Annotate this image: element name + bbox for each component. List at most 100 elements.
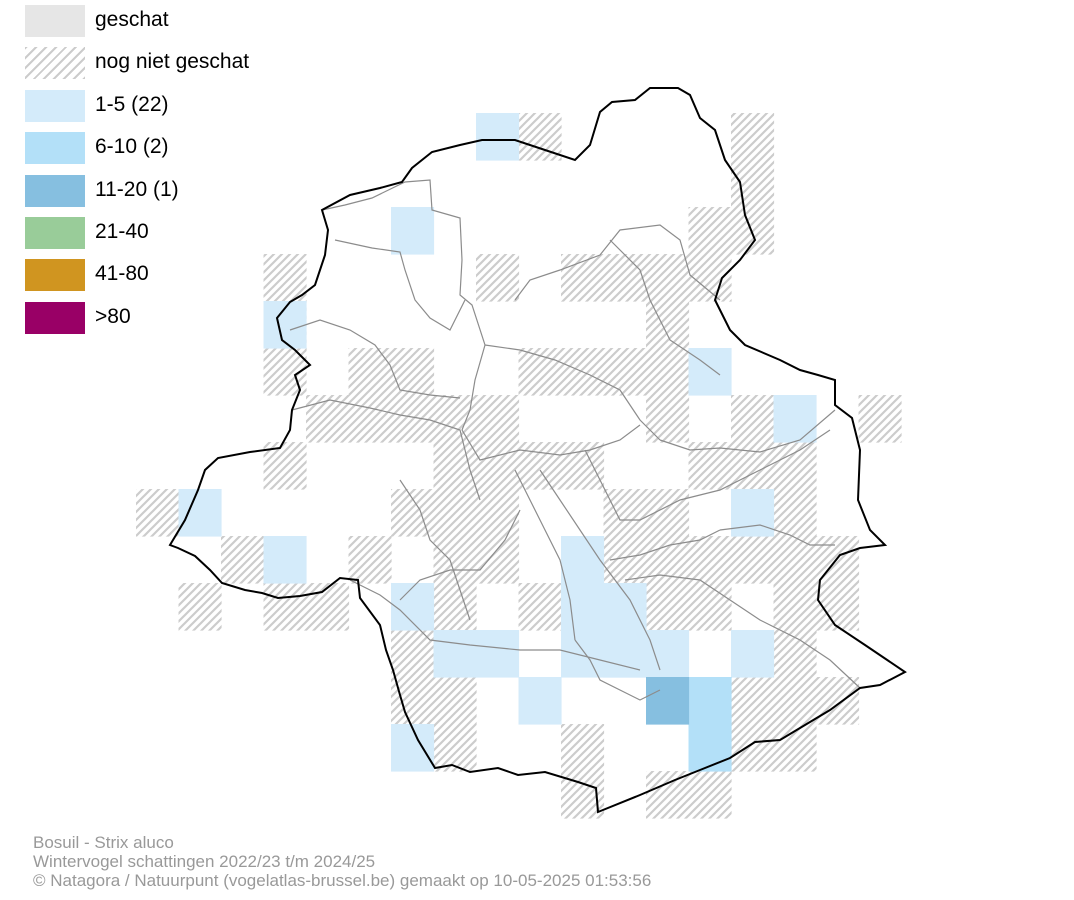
not-yet-estimated-square [603, 536, 647, 584]
not-yet-estimated-square [773, 677, 817, 725]
legend-swatch [25, 89, 85, 122]
not-yet-estimated-square [476, 489, 520, 537]
not-yet-estimated-square [433, 583, 477, 631]
municipality-border [349, 579, 641, 671]
not-yet-estimated-square [731, 207, 775, 255]
municipality-border [584, 429, 831, 521]
not-yet-estimated-square [433, 489, 477, 537]
not-yet-estimated-square [773, 489, 817, 537]
square-1-5 [561, 630, 605, 678]
square-1-5 [731, 489, 775, 537]
not-yet-estimated-square [603, 489, 647, 537]
square-1-5 [263, 536, 307, 584]
square-11-20 [646, 677, 690, 725]
not-yet-estimated-square [391, 395, 435, 443]
square-1-5 [688, 348, 732, 396]
legend-swatch [25, 301, 85, 334]
municipality-border [291, 399, 481, 501]
legend-label: 1-5 (22) [95, 92, 169, 116]
not-yet-estimated-square [391, 630, 435, 678]
not-yet-estimated-square [646, 348, 690, 396]
legend-label: >80 [95, 304, 131, 328]
caption-species: Bosuil - Strix aluco [33, 833, 174, 852]
not-yet-estimated-square [688, 254, 732, 302]
not-yet-estimated-square [476, 442, 520, 490]
not-yet-estimated-square [603, 348, 647, 396]
not-yet-estimated-square [433, 677, 477, 725]
not-yet-estimated-square [773, 583, 817, 631]
municipality-border [399, 509, 521, 601]
legend-swatch [25, 5, 85, 37]
square-1-5 [391, 207, 435, 255]
not-yet-estimated-square [348, 536, 392, 584]
legend-swatch [25, 216, 85, 249]
municipality-border [539, 469, 661, 671]
legend-label: 11-20 (1) [95, 177, 179, 201]
not-yet-estimated-square [646, 254, 690, 302]
municipality-border [334, 239, 466, 331]
square-6-10 [688, 724, 732, 772]
not-yet-estimated-square [306, 583, 350, 631]
not-yet-estimated-square [646, 583, 690, 631]
not-yet-estimated-square [816, 677, 860, 725]
not-yet-estimated-square [731, 536, 775, 584]
not-yet-estimated-square [561, 724, 605, 772]
square-1-5 [433, 630, 477, 678]
municipality-border [719, 524, 835, 546]
not-yet-estimated-square [391, 489, 435, 537]
not-yet-estimated-square [561, 442, 605, 490]
municipality-border [659, 409, 836, 453]
not-yet-estimated-square [348, 348, 392, 396]
legend-swatch [25, 47, 85, 80]
legend-swatch [25, 132, 85, 165]
not-yet-estimated-square [731, 724, 775, 772]
square-1-5 [391, 724, 435, 772]
square-1-5 [561, 536, 605, 584]
not-yet-estimated-square [518, 442, 562, 490]
square-1-5 [476, 113, 520, 161]
square-1-5 [603, 630, 647, 678]
not-yet-estimated-square [603, 254, 647, 302]
not-yet-estimated-square [433, 395, 477, 443]
not-yet-estimated-square [391, 348, 435, 396]
not-yet-estimated-square [858, 395, 902, 443]
not-yet-estimated-square [476, 536, 520, 584]
municipality-border [289, 319, 461, 399]
not-yet-estimated-square [646, 771, 690, 819]
not-yet-estimated-square [348, 395, 392, 443]
municipality-border [609, 529, 721, 561]
not-yet-estimated-square [688, 207, 732, 255]
caption-credit: © Natagora / Natuurpunt (vogelatlas-brus… [33, 871, 652, 890]
not-yet-estimated-square [688, 536, 732, 584]
municipality-border [624, 574, 861, 689]
not-yet-estimated-square [433, 724, 477, 772]
not-yet-estimated-square [731, 395, 775, 443]
not-yet-estimated-square [263, 254, 307, 302]
square-1-5 [476, 630, 520, 678]
not-yet-estimated-square [518, 583, 562, 631]
square-1-5 [731, 630, 775, 678]
municipality-border [461, 424, 641, 461]
municipality-border [484, 344, 661, 441]
not-yet-estimated-square [221, 536, 265, 584]
square-6-10 [688, 677, 732, 725]
not-yet-estimated-square [773, 442, 817, 490]
square-1-5 [646, 630, 690, 678]
square-1-5 [518, 677, 562, 725]
municipality-border [574, 639, 661, 701]
municipality-border [609, 239, 721, 376]
municipality-border [514, 469, 576, 641]
square-1-5 [391, 583, 435, 631]
not-yet-estimated-square [178, 583, 222, 631]
region-boundary [168, 87, 907, 814]
estimated-squares [178, 113, 817, 772]
municipality-border [321, 179, 486, 431]
legend-label: nog niet geschat [95, 50, 250, 74]
caption-period: Wintervogel schattingen 2022/23 t/m 2024… [33, 852, 376, 871]
not-yet-estimated-square [688, 771, 732, 819]
not-yet-estimated-squares [136, 113, 902, 819]
municipality-border [399, 479, 471, 621]
municipality-borders [289, 179, 861, 701]
not-yet-estimated-square [731, 677, 775, 725]
